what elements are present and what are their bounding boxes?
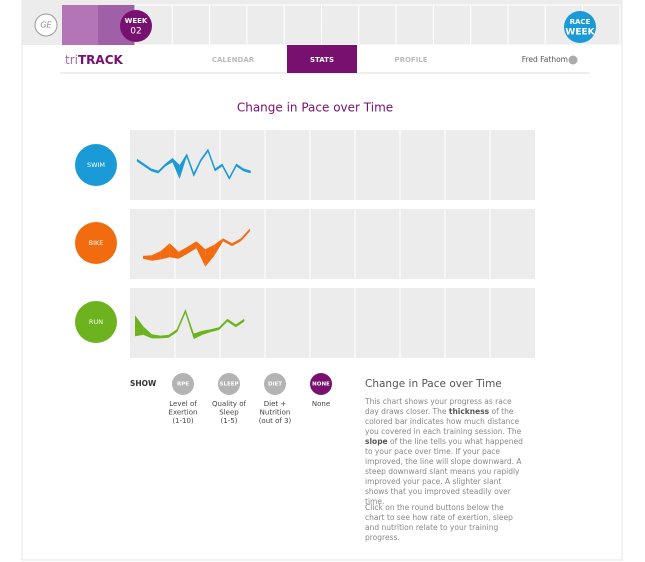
filter-caption: (1-10) bbox=[172, 417, 194, 425]
filter-caption: Diet + bbox=[264, 400, 287, 408]
text-run: of the line tells you what happened to y… bbox=[365, 437, 523, 506]
week-label: WEEK bbox=[125, 17, 148, 25]
week-cell[interactable] bbox=[283, 4, 323, 46]
tab[interactable]: STATS bbox=[310, 56, 334, 64]
week-cell[interactable] bbox=[507, 4, 546, 46]
emphasis: slope bbox=[365, 437, 388, 446]
ribbon-segment bbox=[205, 244, 215, 267]
info-paragraph: This chart shows your progress as race d… bbox=[365, 397, 525, 507]
sport-badge[interactable] bbox=[75, 144, 117, 186]
filter-button-label: DIET bbox=[268, 382, 282, 388]
info-heading: Change in Pace over Time bbox=[365, 378, 502, 390]
pace-line bbox=[136, 148, 251, 180]
filter-button-label: NONE bbox=[312, 382, 330, 388]
race-label: WEEK bbox=[565, 28, 595, 38]
week-cell[interactable] bbox=[358, 4, 397, 46]
ribbon-segment bbox=[169, 243, 179, 259]
sport-badge[interactable] bbox=[75, 301, 117, 343]
tab[interactable]: PROFILE bbox=[394, 56, 427, 64]
pace-line bbox=[134, 308, 245, 338]
brand-bold: TRACK bbox=[78, 53, 124, 67]
filter-button[interactable] bbox=[172, 373, 194, 395]
week-cell[interactable] bbox=[470, 4, 509, 46]
week-cell[interactable] bbox=[246, 4, 285, 46]
filter-caption: Quality of bbox=[212, 400, 247, 408]
week-number: 02 bbox=[130, 27, 141, 37]
sport-label: SWIM bbox=[87, 161, 105, 169]
filter-caption: Sleep bbox=[219, 409, 239, 417]
chart-panel bbox=[130, 130, 535, 200]
week-cell bbox=[62, 5, 98, 45]
race-label: RACE bbox=[570, 18, 591, 26]
week-badge[interactable] bbox=[120, 10, 152, 42]
ribbon-segment bbox=[135, 315, 144, 337]
week-cell[interactable] bbox=[432, 4, 472, 46]
week-cell[interactable] bbox=[171, 4, 211, 46]
tab[interactable]: CALENDAR bbox=[212, 56, 255, 64]
sport-label: RUN bbox=[89, 318, 103, 326]
week-cell[interactable] bbox=[395, 4, 434, 46]
emphasis: thickness bbox=[448, 407, 490, 416]
user-name[interactable]: Fred Fathom bbox=[522, 55, 568, 64]
week-cell[interactable] bbox=[209, 4, 248, 46]
filter-button-label: RPE bbox=[177, 382, 189, 388]
logo-text: GE bbox=[40, 21, 52, 30]
filter-caption: Level of bbox=[169, 400, 197, 408]
ribbon-segment bbox=[160, 243, 170, 260]
close-button[interactable] bbox=[568, 55, 578, 65]
chart-title: Change in Pace over Time bbox=[237, 101, 393, 115]
logo bbox=[34, 13, 58, 37]
text-run: This chart shows your progress as race d… bbox=[365, 397, 512, 416]
filter-caption: Exertion bbox=[169, 409, 198, 417]
filter-caption: Nutrition bbox=[260, 409, 291, 417]
sport-label: BIKE bbox=[89, 239, 104, 247]
week-cell[interactable] bbox=[321, 4, 360, 46]
chart-panel bbox=[130, 209, 535, 279]
race-badge[interactable] bbox=[564, 11, 596, 43]
filter-button[interactable] bbox=[218, 373, 240, 395]
filter-caption: (1-5) bbox=[221, 417, 238, 425]
filter-button[interactable] bbox=[264, 373, 286, 395]
text-run: of the colored bar indicates how much di… bbox=[365, 407, 522, 436]
brand: triTRACK bbox=[65, 53, 124, 67]
filter-button[interactable] bbox=[310, 373, 332, 395]
filter-button-label: SLEEP bbox=[219, 382, 238, 388]
tab-active bbox=[287, 45, 357, 73]
filter-caption: (out of 3) bbox=[259, 417, 292, 425]
filter-caption: None bbox=[312, 400, 330, 408]
info-paragraph: Click on the round buttons below the cha… bbox=[365, 503, 513, 542]
show-label: SHOW bbox=[130, 379, 157, 388]
chart-panel bbox=[130, 288, 535, 358]
sport-badge[interactable] bbox=[75, 222, 117, 264]
brand-light: tri bbox=[65, 53, 78, 67]
panel bbox=[21, 0, 623, 561]
pace-line bbox=[142, 229, 251, 260]
